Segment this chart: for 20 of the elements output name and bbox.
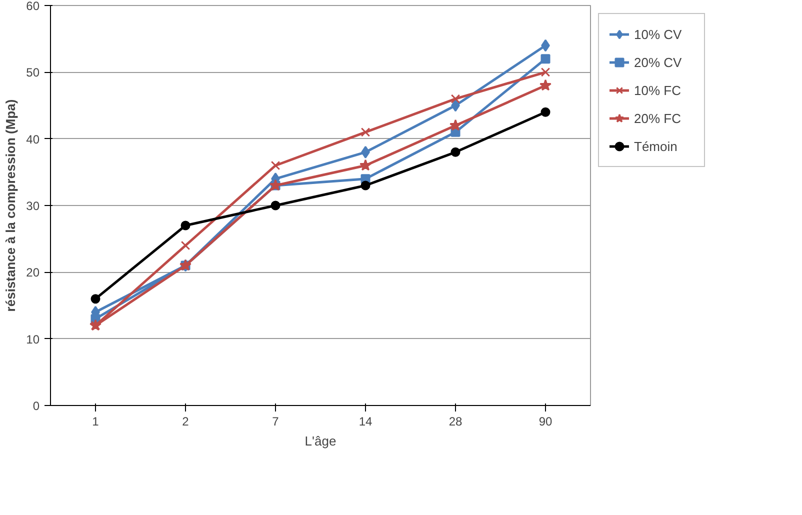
x-tick-label: 28: [448, 414, 462, 428]
legend-label: 10% CV: [634, 26, 683, 42]
x-tick-label: 2: [182, 414, 190, 428]
x-tick-label: 7: [272, 414, 280, 428]
y-axis-title: résistance à la compression (Mpa): [3, 99, 18, 312]
x-tick-label: 90: [538, 414, 552, 428]
legend-label: 20% CV: [634, 54, 683, 70]
y-tick-label: 60: [26, 0, 40, 13]
legend-label: 10% FC: [634, 82, 682, 98]
x-axis-title: L'âge: [304, 434, 336, 448]
y-tick-label: 20: [26, 266, 40, 280]
y-tick-label: 0: [32, 399, 40, 413]
y-tick-label: 50: [26, 66, 40, 80]
y-tick-label: 10: [26, 332, 40, 346]
x-tick-label: 1: [92, 414, 100, 428]
legend-label: Témoin: [634, 138, 678, 154]
x-tick-label: 14: [358, 414, 372, 428]
legend-label: 20% FC: [634, 110, 682, 126]
y-tick-label: 30: [26, 199, 40, 213]
y-tick-label: 40: [26, 132, 40, 146]
